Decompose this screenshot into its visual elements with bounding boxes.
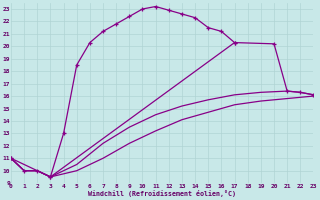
X-axis label: Windchill (Refroidissement éolien,°C): Windchill (Refroidissement éolien,°C) xyxy=(88,190,236,197)
